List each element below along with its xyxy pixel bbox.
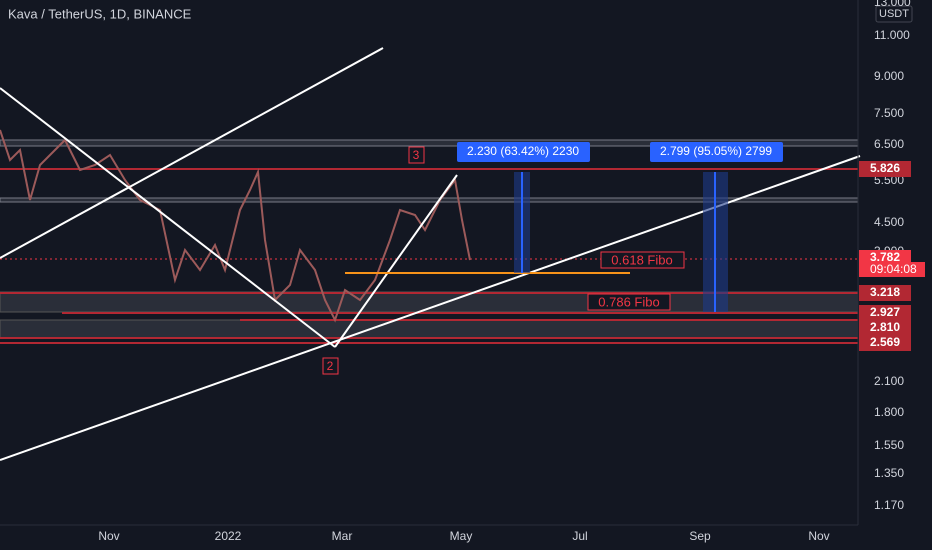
price-label: 13.000 [874, 0, 911, 9]
time-label: Mar [332, 529, 353, 543]
price-path [0, 129, 471, 323]
price-label: 1.170 [874, 498, 904, 512]
price-tag [859, 335, 911, 351]
time-label: Nov [808, 529, 829, 543]
price-label: 9.000 [874, 69, 904, 83]
measure-label-box [457, 142, 590, 162]
red-levels [0, 168, 858, 344]
price-tag-label: 5.826 [870, 161, 900, 175]
wave-label: 2 [327, 359, 334, 373]
measure-label: 2.230 (63.42%) 2230 [467, 144, 579, 158]
fibo-box [587, 293, 671, 311]
price-label: 1.350 [874, 466, 904, 480]
currency[interactable]: USDT [879, 8, 909, 20]
fibo-box [600, 251, 685, 269]
time-label: 2022 [215, 529, 242, 543]
price-label: 11.000 [874, 28, 910, 42]
price-tag-label: 3.782 [870, 250, 900, 264]
price-tag [859, 285, 911, 301]
fibo-label: 0.786 Fibo [598, 294, 659, 309]
time-label: Jul [572, 529, 587, 543]
currency-button[interactable] [875, 5, 913, 23]
price-label: 1.550 [874, 438, 904, 452]
time-label: Nov [98, 529, 119, 543]
measure-label-box [650, 142, 783, 162]
price-label: 4.500 [874, 215, 904, 229]
measure-label: 2.799 (95.05%) 2799 [660, 144, 772, 158]
price-tag-label: 2.927 [870, 305, 900, 319]
price-tag-label: 3.218 [870, 285, 900, 299]
price-tag-label: 2.569 [870, 335, 900, 349]
price-label: 1.800 [874, 405, 904, 419]
price-label: 6.500 [874, 137, 904, 151]
countdown: 09:04:08 [870, 262, 917, 276]
time-label: Sep [689, 529, 711, 543]
price-tag [859, 320, 911, 336]
zone [0, 319, 859, 339]
price-label: 7.500 [874, 106, 904, 120]
wave-label: 3 [413, 148, 420, 162]
price-tag-label: 2.810 [870, 320, 900, 334]
time-label: May [450, 529, 473, 543]
symbol-title[interactable]: Kava / TetherUS, 1D, BINANCE [8, 6, 192, 21]
price-label: 2.100 [874, 374, 904, 388]
countdown-tag [859, 262, 925, 277]
price-tag [859, 305, 911, 321]
wave-box [322, 357, 339, 375]
fibo-label: 0.618 Fibo [611, 252, 672, 267]
wave-box [408, 146, 425, 164]
price-tag [859, 161, 911, 177]
